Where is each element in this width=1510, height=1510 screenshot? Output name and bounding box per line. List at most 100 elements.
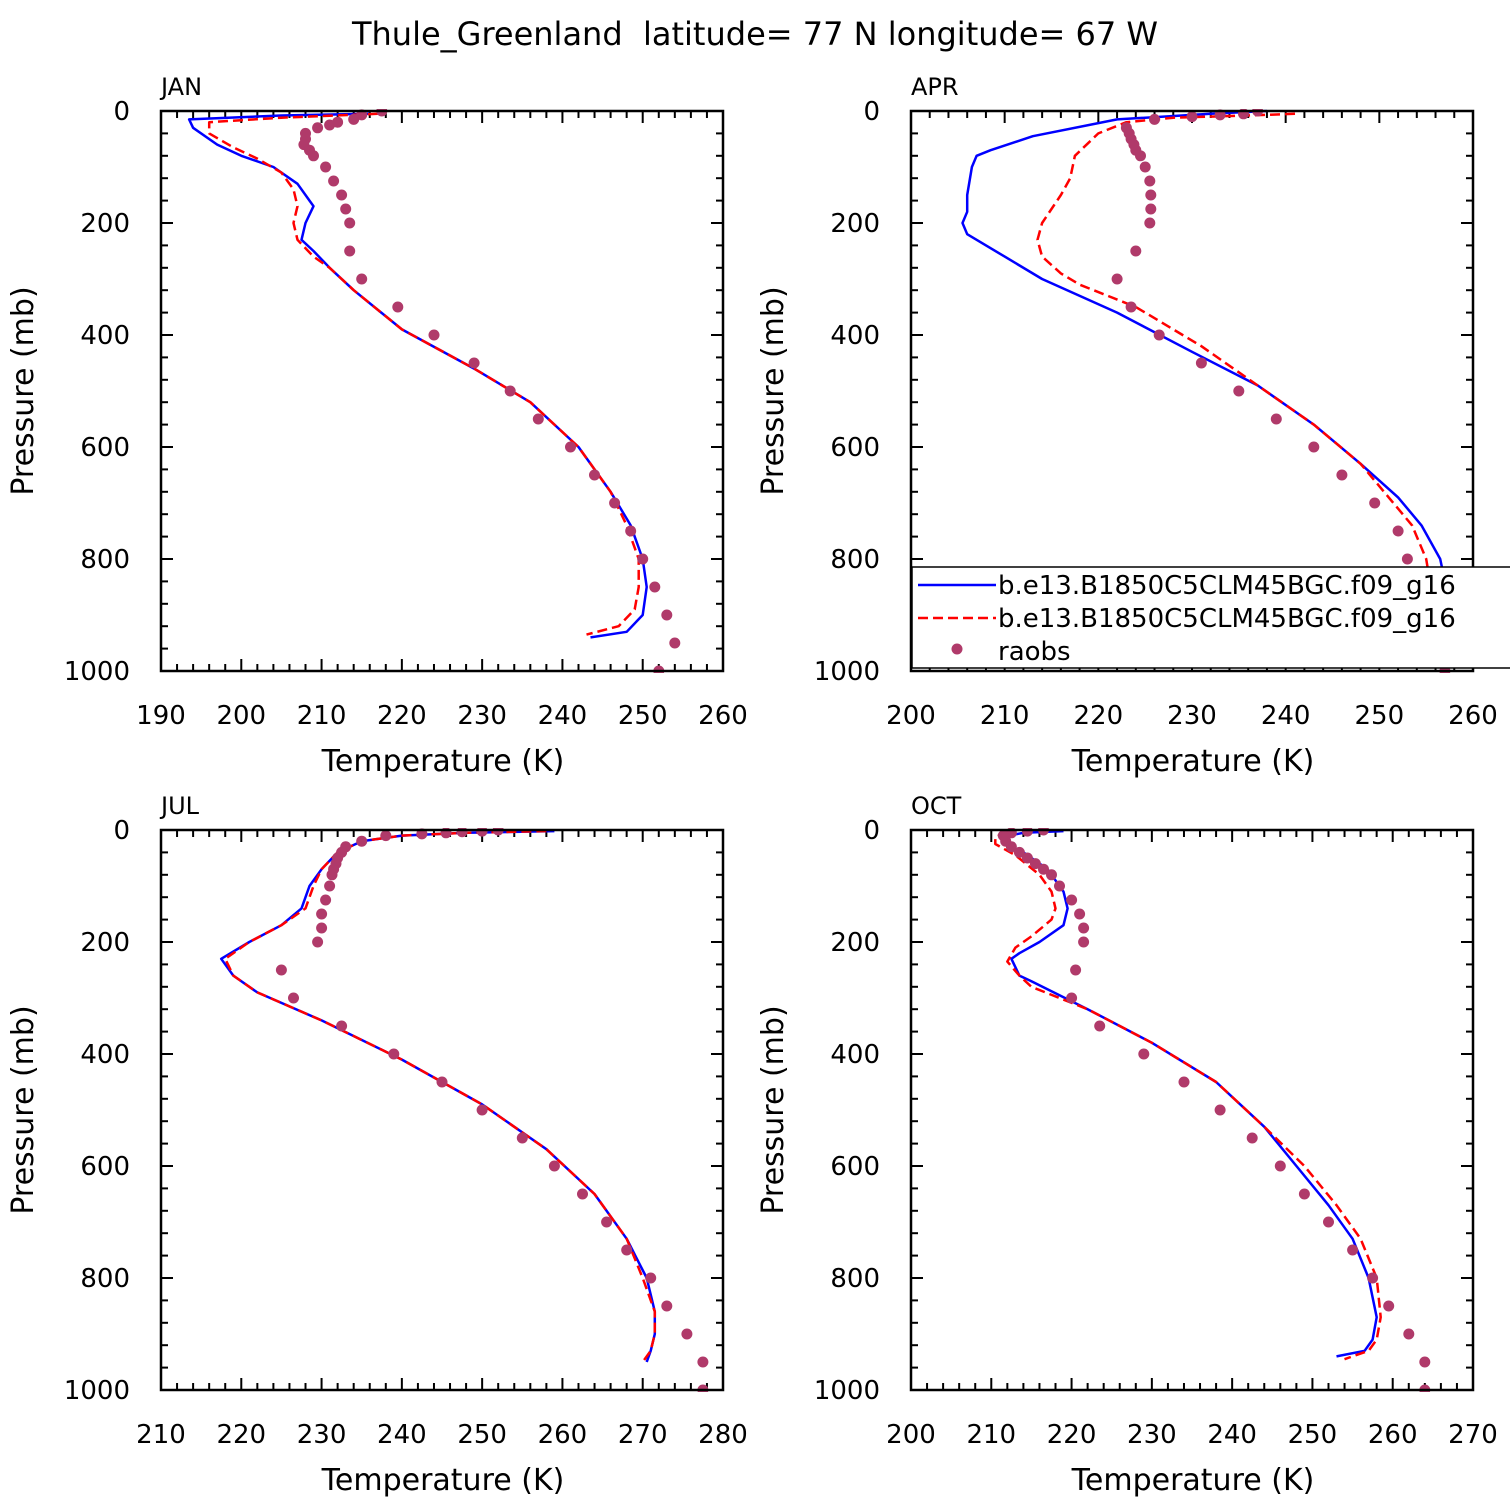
x-tick-label: 230 (457, 701, 507, 731)
raobs-point (476, 1104, 488, 1116)
x-tick-label: 270 (1448, 1420, 1498, 1450)
raobs-point (504, 385, 516, 397)
raobs-point (697, 1356, 709, 1368)
plot-area (187, 109, 681, 673)
raobs-point (532, 413, 544, 425)
raobs-point (1013, 846, 1025, 858)
raobs-point (669, 637, 681, 649)
raobs-point (324, 880, 336, 892)
raobs-point (1367, 1272, 1379, 1284)
raobs-point (436, 1076, 448, 1088)
raobs-point (1066, 992, 1078, 1004)
axis-ticks (910, 829, 1474, 1391)
raobs-point (1135, 150, 1146, 162)
y-tick-label: 200 (830, 209, 880, 239)
raobs-point (516, 1132, 528, 1144)
y-tick-label: 1000 (814, 1376, 880, 1406)
raobs-point (1298, 1188, 1310, 1200)
x-axis-label: Temperature (K) (321, 1463, 565, 1498)
x-axis-label: Temperature (K) (321, 744, 565, 779)
y-tick-label: 800 (80, 545, 130, 575)
raobs-point (340, 203, 352, 215)
raobs-point (661, 609, 673, 621)
x-tick-label: 190 (136, 701, 186, 731)
y-axis-label: Pressure (mb) (756, 286, 791, 495)
raobs-point (1066, 894, 1078, 906)
raobs-point (356, 273, 368, 285)
raobs-series (1111, 109, 1451, 673)
y-tick-label: 800 (80, 1264, 130, 1294)
raobs-point (1214, 1104, 1226, 1116)
raobs-point (288, 992, 299, 1004)
raobs-point (468, 357, 480, 369)
raobs-point (1130, 245, 1142, 257)
x-tick-label: 210 (136, 1420, 186, 1450)
model-series-dashed (223, 829, 657, 1363)
raobs-point (1070, 964, 1082, 976)
model-series-solid (187, 112, 648, 639)
raobs-point (645, 1272, 657, 1284)
raobs-point (1401, 553, 1413, 565)
x-tick-label: 270 (618, 1420, 668, 1450)
panel-label: JUL (159, 792, 200, 820)
raobs-point (428, 329, 440, 341)
raobs-point (1233, 385, 1245, 397)
raobs-point (326, 869, 338, 881)
raobs-point (1419, 1356, 1431, 1368)
x-axis-label: Temperature (K) (1071, 744, 1315, 779)
panel-label: APR (911, 73, 959, 101)
plot-area (994, 828, 1431, 1392)
model-series-dashed (1036, 112, 1433, 639)
raobs-point (1186, 111, 1198, 123)
x-tick-label: 220 (1047, 1420, 1097, 1450)
raobs-point (1347, 1244, 1359, 1256)
legend-label: b.e13.B1850C5CLM45BGC.f09_g16 (998, 604, 1456, 634)
raobs-point (388, 1048, 400, 1060)
x-tick-label: 220 (216, 1420, 266, 1450)
raobs-point (1178, 1076, 1190, 1088)
panel-jan: JAN 190 200 210 220 230 240 250 260 0 200 400 600 800… (6, 73, 748, 779)
x-tick-label: 200 (886, 701, 936, 731)
raobs-point (316, 922, 328, 934)
y-tick-label: 0 (863, 97, 880, 127)
raobs-point (275, 964, 287, 976)
x-tick-label: 280 (698, 1420, 748, 1450)
x-tick-label: 250 (457, 1420, 507, 1450)
y-tick-label: 800 (830, 545, 880, 575)
x-tick-label: 260 (1368, 1420, 1418, 1450)
legend-label: raobs (998, 637, 1071, 667)
raobs-point (1125, 301, 1137, 313)
raobs-point (681, 1328, 693, 1340)
y-tick-label: 600 (830, 1152, 880, 1182)
raobs-point (1094, 1020, 1106, 1032)
raobs-point (1145, 203, 1157, 215)
y-tick-label: 1000 (64, 657, 130, 687)
panel-label: JAN (159, 73, 202, 101)
raobs-point (1078, 922, 1090, 934)
y-axis-label: Pressure (mb) (6, 286, 41, 495)
plot-frame (159, 828, 725, 1392)
x-tick-label: 220 (377, 701, 427, 731)
x-tick-label: 210 (966, 1420, 1016, 1450)
legend-label: b.e13.B1850C5CLM45BGC.f09_g16 (998, 571, 1456, 601)
y-tick-label: 200 (80, 209, 130, 239)
raobs-point (649, 581, 661, 593)
x-tick-label: 200 (886, 1420, 936, 1450)
y-tick-label: 400 (830, 1040, 880, 1070)
raobs-point (1336, 469, 1348, 481)
panel-oct: OCT 200 210 220 230 240 250 260 270 0 200 400 600 800… (756, 792, 1498, 1498)
raobs-point (1246, 1132, 1258, 1144)
panels: JAN 190 200 210 220 230 240 250 260 0 200 400 600 800… (6, 73, 1498, 1498)
y-tick-label: 0 (113, 97, 130, 127)
y-tick-label: 800 (830, 1264, 880, 1294)
panel-jul: JUL 210 220 230 240 250 260 270 280 0 200 400 600 800… (6, 792, 748, 1498)
y-tick-label: 600 (80, 433, 130, 463)
plot-frame (909, 828, 1475, 1392)
raobs-point (1021, 852, 1033, 864)
raobs-point (1149, 113, 1160, 125)
raobs-point (1274, 1160, 1286, 1172)
raobs-point (661, 1300, 673, 1312)
y-tick-label: 1000 (64, 1376, 130, 1406)
